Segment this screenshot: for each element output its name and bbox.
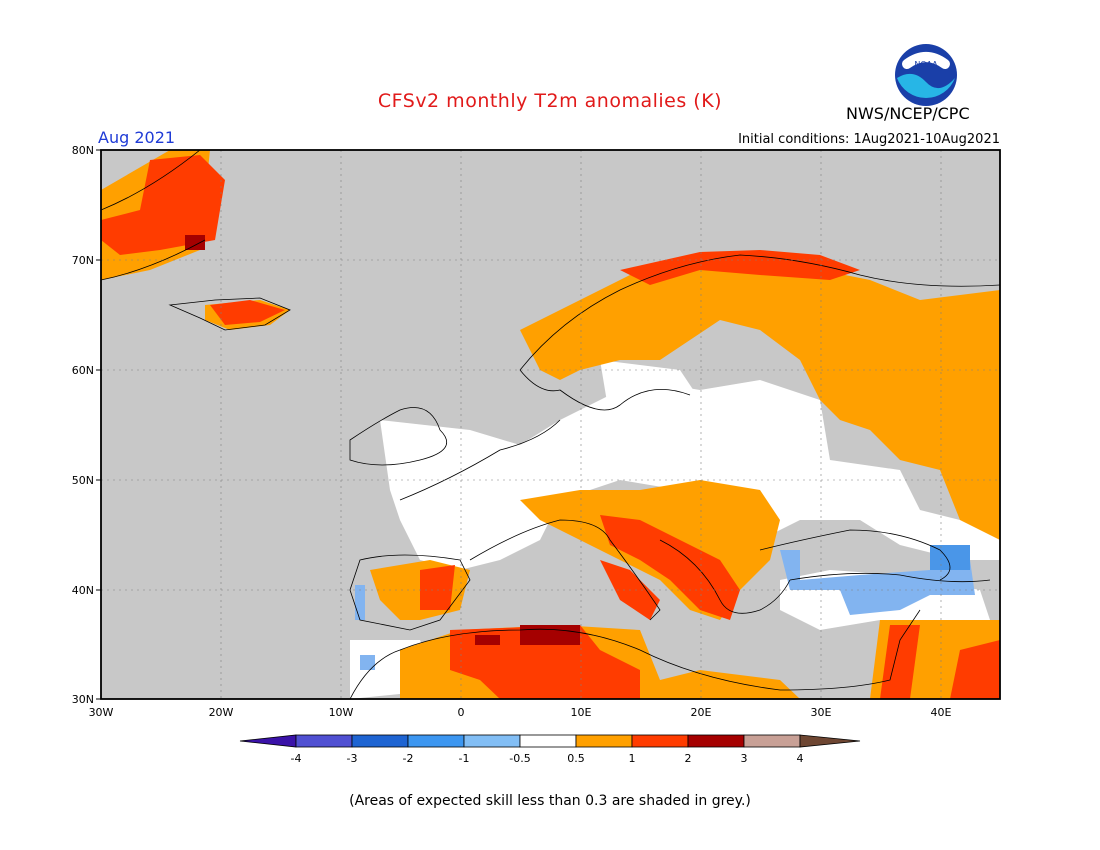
colorbar-label-1: 1 xyxy=(629,752,636,765)
colorbar-bin-5 xyxy=(519,734,577,748)
region-lightblue-blacksea xyxy=(780,550,975,615)
colorbar-label-m2: -2 xyxy=(403,752,414,765)
colorbar-bin-3 xyxy=(407,734,465,748)
lon-label-10e: 10E xyxy=(571,706,592,719)
colorbar-bin-7 xyxy=(631,734,689,748)
colorbar-label-m1: -1 xyxy=(459,752,470,765)
colorbar-label-m4: -4 xyxy=(291,752,302,765)
colorbar-label-05: 0.5 xyxy=(567,752,585,765)
colorbar-label-2: 2 xyxy=(685,752,692,765)
lat-label-50n: 50N xyxy=(72,474,94,487)
lat-label-40n: 40N xyxy=(72,584,94,597)
region-white-central-europe xyxy=(380,380,1000,570)
region-red-levant xyxy=(880,625,920,699)
forecast-month: Aug 2021 xyxy=(98,128,176,147)
colorbar-label-m05: -0.5 xyxy=(509,752,530,765)
lat-label-80n: 80N xyxy=(72,144,94,157)
lon-label-0: 0 xyxy=(458,706,465,719)
coastlines xyxy=(101,150,1000,699)
region-darkred-greenland xyxy=(185,235,205,250)
region-orange-scandinavia xyxy=(520,255,1000,470)
agency-label: NWS/NCEP/CPC xyxy=(846,104,970,123)
lon-label-20e: 20E xyxy=(691,706,712,719)
lon-axis: 30W 20W 10W 0 10E 20E 30E 40E xyxy=(89,706,952,719)
colorbar-arrow-low xyxy=(239,734,297,748)
anomaly-map: 80N 70N 60N 50N 40N 30N 30W 20W 10W 0 10… xyxy=(72,144,1001,765)
colorbar-bin-4 xyxy=(463,734,521,748)
region-red-balkans xyxy=(600,515,740,620)
region-red-gulf xyxy=(950,640,1000,699)
colorbar-arrow-high xyxy=(799,734,861,748)
lon-label-40e: 40E xyxy=(931,706,952,719)
region-red-iceland xyxy=(210,300,285,325)
region-darkred-tunisia xyxy=(475,635,500,645)
colorbar-bin-9 xyxy=(743,734,801,748)
lat-label-30n: 30N xyxy=(72,693,94,706)
lon-label-30w: 30W xyxy=(89,706,114,719)
colorbar xyxy=(239,734,861,748)
region-red-greenland xyxy=(101,155,225,255)
chart-title: CFSv2 monthly T2m anomalies (K) xyxy=(377,90,723,112)
gridlines xyxy=(101,150,1000,699)
colorbar-label-3: 3 xyxy=(741,752,748,765)
region-red-northnorway xyxy=(620,250,860,285)
colorbar-bin-8 xyxy=(687,734,745,748)
colorbar-label-m3: -3 xyxy=(347,752,358,765)
colorbar-label-4: 4 xyxy=(797,752,804,765)
footnote: (Areas of expected skill less than 0.3 a… xyxy=(349,793,751,809)
colorbar-bin-1 xyxy=(295,734,353,748)
map-frame xyxy=(100,149,1001,700)
lat-axis: 80N 70N 60N 50N 40N 30N xyxy=(72,144,101,706)
lon-label-30e: 30E xyxy=(811,706,832,719)
colorbar-bin-2 xyxy=(351,734,409,748)
colorbar-labels: -4 -3 -2 -1 -0.5 0.5 1 2 3 4 xyxy=(291,752,804,765)
region-lightblue-morocco xyxy=(360,655,375,670)
region-red-iberia xyxy=(420,565,455,610)
colorbar-bin-6 xyxy=(575,734,633,748)
initial-conditions: Initial conditions: 1Aug2021-10Aug2021 xyxy=(738,132,1000,147)
svg-text:NOAA: NOAA xyxy=(914,60,938,69)
lat-label-60n: 60N xyxy=(72,364,94,377)
noaa-logo-icon: NOAA xyxy=(895,44,957,106)
anomaly-field xyxy=(101,150,1000,699)
lat-label-70n: 70N xyxy=(72,254,94,267)
region-darkred-algeria xyxy=(520,625,580,645)
lon-label-20w: 20W xyxy=(209,706,234,719)
lon-label-10w: 10W xyxy=(329,706,354,719)
region-orange-caspian xyxy=(940,470,1000,540)
region-blue-blacksea xyxy=(930,545,970,570)
